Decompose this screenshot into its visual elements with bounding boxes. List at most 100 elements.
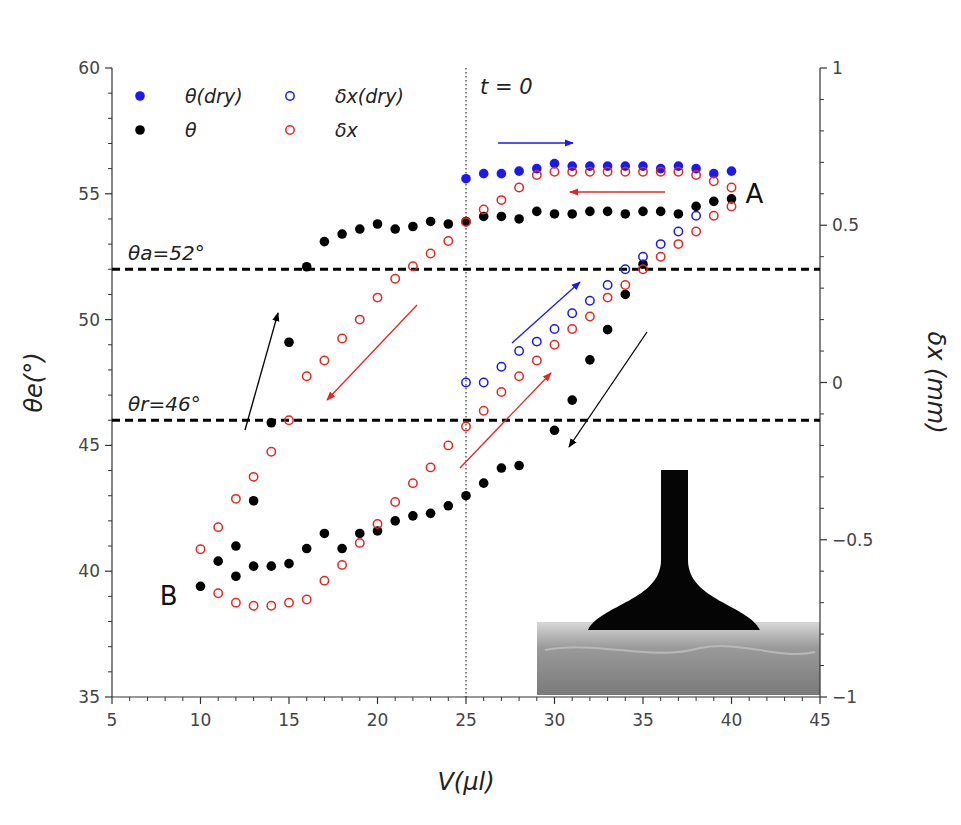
- data-point: [267, 602, 275, 610]
- data-point: [550, 209, 560, 219]
- data-point: [568, 325, 576, 333]
- data-point: [373, 293, 381, 301]
- data-point: [568, 168, 576, 176]
- data-point: [409, 262, 417, 270]
- direction-arrow: [570, 191, 665, 192]
- y2-tick-label: −0.5: [832, 530, 873, 550]
- axes: 51015202530354045354045505560−1−0.500.51: [78, 58, 873, 730]
- data-point: [674, 240, 682, 248]
- legend-label: δx: [335, 119, 359, 141]
- data-point: [249, 496, 259, 506]
- y-tick-label: 35: [78, 687, 100, 707]
- data-point: [497, 196, 505, 204]
- data-point: [691, 202, 701, 212]
- data-point: [515, 183, 523, 191]
- data-point: [444, 441, 452, 449]
- x-minor-tick: [412, 697, 413, 701]
- data-point: [514, 166, 524, 176]
- x-minor-tick: [625, 697, 626, 701]
- y2-minor-tick: [820, 508, 824, 509]
- data-point: [462, 218, 470, 226]
- direction-arrow: [245, 313, 278, 430]
- data-point: [267, 561, 277, 571]
- y-tick: [105, 319, 112, 320]
- y-tick: [105, 696, 112, 697]
- data-point: [267, 447, 275, 455]
- y2-minor-tick: [820, 319, 824, 320]
- x-minor-tick: [501, 697, 502, 701]
- x-minor-tick: [519, 697, 520, 701]
- legend: θ(dry)θδx(dry)δx: [135, 85, 404, 141]
- x-tick-label: 25: [455, 710, 477, 730]
- data-point: [674, 168, 682, 176]
- y2-minor-tick: [820, 665, 824, 666]
- y2-minor-tick: [820, 634, 824, 635]
- y-minor-tick: [108, 646, 112, 647]
- data-point: [409, 479, 417, 487]
- data-point: [461, 491, 471, 501]
- data-point: [515, 347, 523, 355]
- data-point: [337, 229, 347, 239]
- x-minor-tick: [660, 697, 661, 701]
- y-tick: [105, 67, 112, 68]
- data-point: [674, 209, 684, 219]
- x-minor-tick: [572, 697, 573, 701]
- data-point: [533, 356, 541, 364]
- data-point: [603, 281, 611, 289]
- x-minor-tick: [359, 697, 360, 701]
- data-point: [639, 265, 647, 273]
- legend-label: θ(dry): [185, 85, 243, 107]
- data-point: [302, 544, 312, 554]
- y2-minor-tick: [820, 256, 824, 257]
- time-zero-label: t = 0: [480, 75, 533, 99]
- y2-tick-label: 0: [832, 373, 843, 393]
- y2-tick: [820, 539, 827, 540]
- data-point: [533, 171, 541, 179]
- x-minor-tick: [430, 697, 431, 701]
- y-tick-label: 60: [78, 58, 100, 78]
- data-point: [356, 539, 364, 547]
- x-minor-tick: [129, 697, 130, 701]
- data-point: [603, 207, 613, 217]
- data-point: [585, 355, 595, 365]
- chart: 51015202530354045354045505560−1−0.500.51…: [0, 0, 961, 825]
- data-point: [585, 207, 595, 217]
- data-point: [567, 209, 577, 219]
- y2-minor-tick: [820, 99, 824, 100]
- y2-tick: [820, 225, 827, 226]
- data-point: [692, 212, 700, 220]
- x-minor-tick: [306, 697, 307, 701]
- data-point: [709, 197, 719, 207]
- y-minor-tick: [108, 671, 112, 672]
- data-point: [373, 520, 381, 528]
- data-point: [621, 265, 629, 273]
- data-point: [568, 309, 576, 317]
- x-tick: [819, 697, 820, 704]
- x-tick: [111, 697, 112, 704]
- y2-minor-tick: [820, 351, 824, 352]
- legend-marker: [135, 125, 145, 135]
- y-minor-tick: [108, 621, 112, 622]
- data-point: [391, 275, 399, 283]
- data-point: [497, 463, 507, 473]
- data-point: [390, 224, 400, 234]
- legend-marker: [286, 126, 294, 134]
- y-tick: [105, 193, 112, 194]
- data-point: [497, 212, 507, 222]
- y2-tick-label: 0.5: [832, 215, 859, 235]
- data-point: [231, 541, 241, 551]
- data-point: [285, 416, 293, 424]
- data-point: [461, 174, 471, 184]
- x-minor-tick: [395, 697, 396, 701]
- inset-photo: [537, 470, 820, 695]
- y2-minor-tick: [820, 602, 824, 603]
- x-tick-label: 5: [107, 710, 118, 730]
- data-point: [320, 356, 328, 364]
- y2-minor-tick: [820, 288, 824, 289]
- data-point: [710, 212, 718, 220]
- series: [196, 194, 737, 591]
- y-minor-tick: [108, 520, 112, 521]
- x-tick: [554, 697, 555, 704]
- data-point: [303, 595, 311, 603]
- y2-minor-tick: [820, 193, 824, 194]
